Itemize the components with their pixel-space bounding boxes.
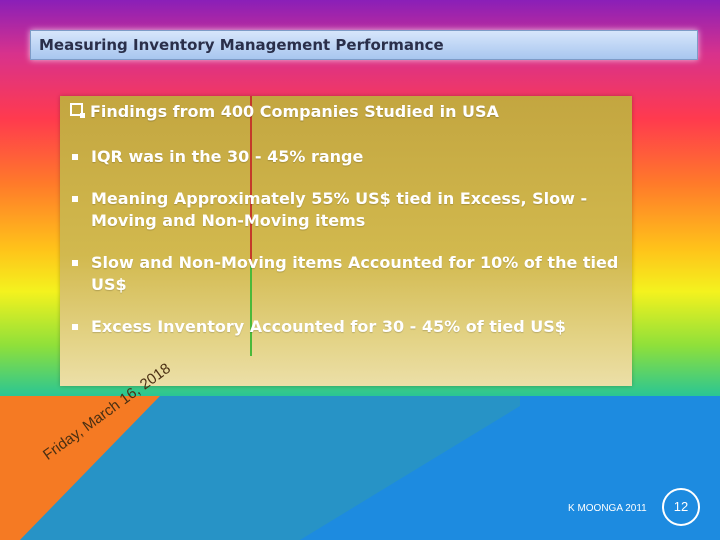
slide-number: 12 bbox=[662, 488, 700, 526]
bullet-list: IQR was in the 30 - 45% range Meaning Ap… bbox=[70, 146, 626, 358]
square-bullet-icon bbox=[72, 154, 78, 160]
list-item: IQR was in the 30 - 45% range bbox=[70, 146, 626, 168]
list-item: Excess Inventory Accounted for 30 - 45% … bbox=[70, 316, 626, 338]
list-item: Meaning Approximately 55% US$ tied in Ex… bbox=[70, 188, 626, 232]
square-bullet-icon bbox=[72, 260, 78, 266]
panel-heading: Findings from 400 Companies Studied in U… bbox=[70, 102, 499, 121]
slide-title: Measuring Inventory Management Performan… bbox=[30, 30, 698, 60]
bullet-text: IQR was in the 30 - 45% range bbox=[91, 147, 364, 166]
divider-line-red bbox=[250, 96, 252, 266]
bullet-text: Slow and Non-Moving items Accounted for … bbox=[91, 253, 619, 294]
square-bullet-icon bbox=[72, 196, 78, 202]
footer-author: K MOONGA 2011 bbox=[568, 503, 647, 514]
bullet-text: Excess Inventory Accounted for 30 - 45% … bbox=[91, 317, 566, 336]
checkbox-bullet-icon bbox=[70, 103, 85, 118]
content-panel: Findings from 400 Companies Studied in U… bbox=[60, 96, 632, 386]
bullet-text: Meaning Approximately 55% US$ tied in Ex… bbox=[91, 189, 588, 230]
list-item: Slow and Non-Moving items Accounted for … bbox=[70, 252, 626, 296]
divider-line-green bbox=[250, 266, 252, 356]
square-bullet-icon bbox=[72, 324, 78, 330]
panel-heading-text: Findings from 400 Companies Studied in U… bbox=[90, 102, 499, 121]
